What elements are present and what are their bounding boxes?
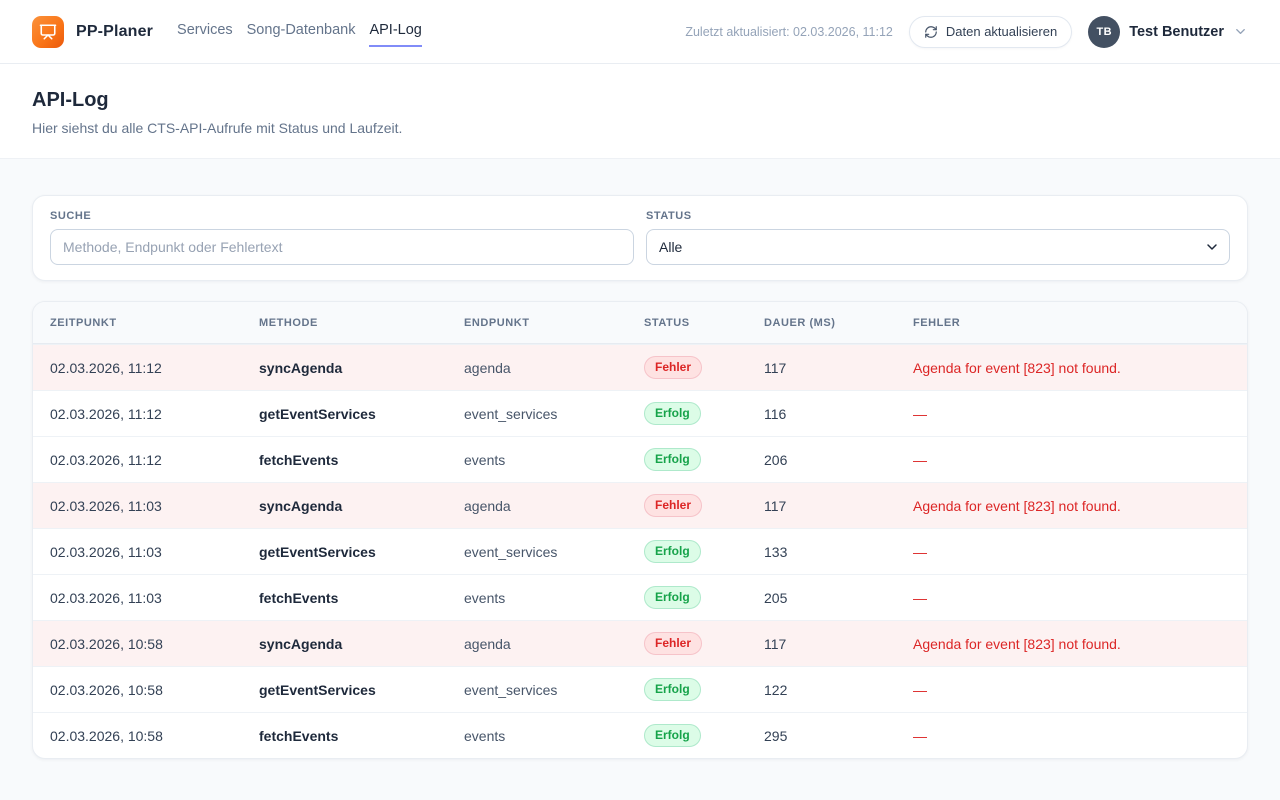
status-select[interactable]: Alle [646, 229, 1230, 265]
cell-methode: syncAgenda [259, 635, 343, 652]
cell-fehler: — [913, 727, 927, 744]
cell-zeitpunkt: 02.03.2026, 10:58 [50, 635, 163, 652]
cell-dauer: 117 [764, 497, 787, 514]
table-row: 02.03.2026, 11:12 syncAgenda agenda Fehl… [33, 344, 1247, 390]
avatar: TB [1088, 15, 1121, 48]
page-subtitle: Hier siehst du alle CTS-API-Aufrufe mit … [32, 120, 403, 136]
brand[interactable]: PP-Planer [32, 15, 154, 48]
search-field: SUCHE [50, 210, 634, 265]
table-header-row: ZEITPUNKT METHODE ENDPUNKT STATUS DAUER … [33, 302, 1247, 344]
cell-dauer: 205 [764, 589, 788, 606]
cell-fehler: — [913, 543, 927, 560]
cell-fehler: — [913, 405, 927, 422]
cell-zeitpunkt: 02.03.2026, 11:03 [50, 497, 162, 514]
cell-fehler: — [913, 589, 927, 606]
cell-methode: syncAgenda [259, 359, 343, 376]
status-badge: Erfolg [644, 724, 701, 747]
cell-methode: fetchEvents [259, 727, 339, 744]
search-label: SUCHE [50, 210, 92, 222]
table-row: 02.03.2026, 11:03 fetchEvents events Erf… [33, 574, 1247, 620]
chevron-down-icon [1233, 24, 1248, 39]
refresh-button[interactable]: Daten aktualisieren [908, 15, 1073, 48]
cell-endpunkt: agenda [464, 359, 511, 376]
cell-endpunkt: agenda [464, 635, 511, 652]
cell-fehler: — [913, 451, 927, 468]
cell-zeitpunkt: 02.03.2026, 11:03 [50, 589, 162, 606]
table-row: 02.03.2026, 11:03 getEventServices event… [33, 528, 1247, 574]
cell-endpunkt: events [464, 451, 506, 468]
cell-fehler: — [913, 681, 927, 698]
col-dauer: DAUER (MS) [764, 316, 836, 329]
cell-dauer: 117 [764, 635, 787, 652]
table-row: 02.03.2026, 10:58 syncAgenda agenda Fehl… [33, 620, 1247, 666]
topbar-right: Zuletzt aktualisiert: 02.03.2026, 11:12 … [685, 15, 1248, 48]
status-badge: Erfolg [644, 586, 701, 609]
cell-dauer: 206 [764, 451, 788, 468]
status-badge: Erfolg [644, 448, 701, 471]
cell-fehler: Agenda for event [823] not found. [913, 635, 1121, 652]
api-log-table: ZEITPUNKT METHODE ENDPUNKT STATUS DAUER … [32, 301, 1248, 759]
cell-zeitpunkt: 02.03.2026, 10:58 [50, 681, 163, 698]
col-fehler: FEHLER [913, 316, 961, 329]
table-row: 02.03.2026, 10:58 fetchEvents events Erf… [33, 712, 1247, 758]
cell-methode: fetchEvents [259, 589, 339, 606]
user-menu[interactable]: TB Test Benutzer [1088, 15, 1248, 48]
cell-endpunkt: event_services [464, 681, 558, 698]
nav-services[interactable]: Services [177, 22, 233, 38]
status-badge: Fehler [644, 632, 703, 655]
status-field: STATUS Alle [646, 210, 1230, 265]
cell-dauer: 295 [764, 727, 788, 744]
nav-api-log[interactable]: API-Log [369, 16, 422, 47]
cell-methode: getEventServices [259, 405, 376, 422]
page-header: API-Log Hier siehst du alle CTS-API-Aufr… [0, 64, 1280, 159]
cell-dauer: 133 [764, 543, 788, 560]
status-badge: Fehler [644, 494, 703, 517]
page-title: API-Log [32, 89, 109, 111]
cell-methode: fetchEvents [259, 451, 339, 468]
cell-methode: syncAgenda [259, 497, 343, 514]
status-badge: Erfolg [644, 402, 701, 425]
nav-song-datenbank[interactable]: Song-Datenbank [246, 22, 356, 38]
main-content: SUCHE STATUS Alle ZEITPUNKT METHODE ENDP… [0, 159, 1280, 795]
col-zeitpunkt: ZEITPUNKT [50, 316, 117, 329]
table-row: 02.03.2026, 10:58 getEventServices event… [33, 666, 1247, 712]
col-methode: METHODE [259, 316, 318, 329]
cell-zeitpunkt: 02.03.2026, 11:12 [50, 359, 162, 376]
cell-methode: getEventServices [259, 543, 376, 560]
refresh-button-label: Daten aktualisieren [945, 24, 1058, 39]
main-nav: Services Song-Datenbank API-Log [177, 16, 422, 47]
topbar: PP-Planer Services Song-Datenbank API-Lo… [0, 0, 1280, 64]
last-updated-text: Zuletzt aktualisiert: 02.03.2026, 11:12 [685, 24, 893, 39]
cell-zeitpunkt: 02.03.2026, 10:58 [50, 727, 163, 744]
search-input[interactable] [50, 229, 634, 265]
cell-dauer: 122 [764, 681, 788, 698]
table-row: 02.03.2026, 11:03 syncAgenda agenda Fehl… [33, 482, 1247, 528]
cell-fehler: Agenda for event [823] not found. [913, 359, 1121, 376]
col-status: STATUS [644, 316, 690, 329]
cell-dauer: 117 [764, 359, 787, 376]
cell-zeitpunkt: 02.03.2026, 11:12 [50, 451, 162, 468]
cell-fehler: Agenda for event [823] not found. [913, 497, 1121, 514]
cell-methode: getEventServices [259, 681, 376, 698]
cell-dauer: 116 [764, 405, 787, 422]
status-label: STATUS [646, 210, 692, 222]
status-badge: Erfolg [644, 540, 701, 563]
user-name: Test Benutzer [1129, 23, 1224, 40]
cell-endpunkt: event_services [464, 405, 558, 422]
brand-name: PP-Planer [76, 22, 154, 40]
cell-endpunkt: events [464, 589, 506, 606]
presentation-board-icon [32, 15, 64, 48]
col-endpunkt: ENDPUNKT [464, 316, 530, 329]
status-badge: Erfolg [644, 678, 701, 701]
status-badge: Fehler [644, 356, 703, 379]
cell-zeitpunkt: 02.03.2026, 11:12 [50, 405, 162, 422]
cell-endpunkt: agenda [464, 497, 511, 514]
cell-zeitpunkt: 02.03.2026, 11:03 [50, 543, 162, 560]
cell-endpunkt: event_services [464, 543, 558, 560]
table-row: 02.03.2026, 11:12 fetchEvents events Erf… [33, 436, 1247, 482]
refresh-icon [924, 25, 938, 39]
filter-card: SUCHE STATUS Alle [32, 195, 1248, 281]
cell-endpunkt: events [464, 727, 506, 744]
table-row: 02.03.2026, 11:12 getEventServices event… [33, 390, 1247, 436]
